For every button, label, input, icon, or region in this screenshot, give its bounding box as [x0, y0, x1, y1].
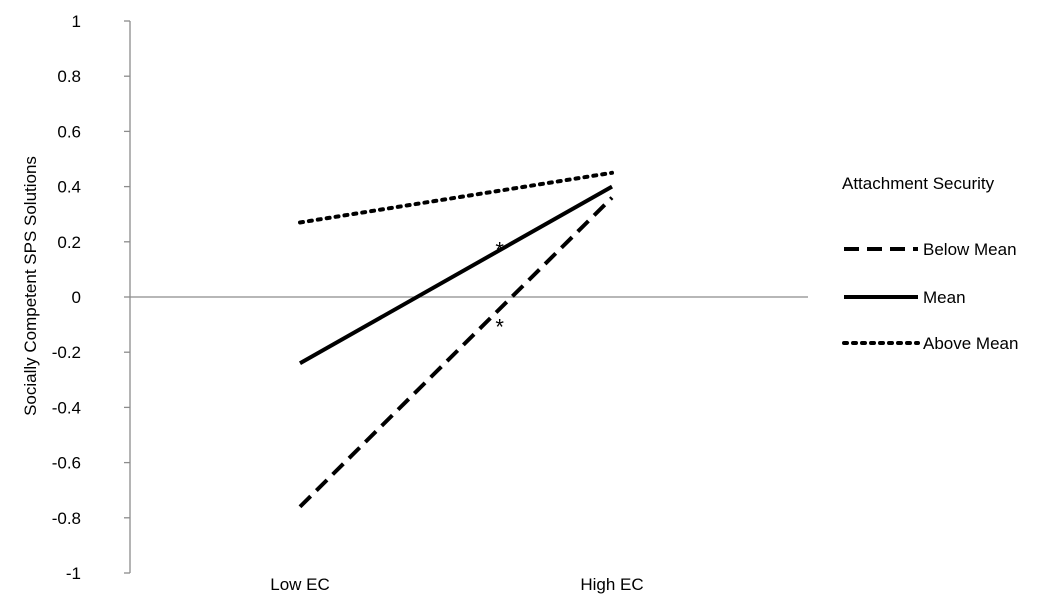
y-tick-label: -0.2 — [52, 343, 81, 362]
annotations: ** — [495, 237, 504, 339]
axes: 1 0.8 0.6 0.4 0.2 0 -0.2 -0.4 -0.6 -0.8 -1 Low EC Hi… — [52, 12, 808, 594]
y-tick-label: 0.8 — [57, 67, 81, 86]
legend-label-mean: Mean — [923, 288, 966, 307]
series-line-above-mean — [298, 170, 614, 225]
y-axis-title: Socially Competent SPS Solutions — [21, 156, 40, 416]
y-tick-label: -0.8 — [52, 509, 81, 528]
legend-label-below-mean: Below Mean — [923, 240, 1017, 259]
legend-label-above-mean: Above Mean — [923, 334, 1018, 353]
legend: Attachment Security Below Mean Mean Above … — [842, 174, 1018, 353]
x-tick-label: Low EC — [270, 575, 330, 594]
y-tick-label: 0 — [72, 288, 81, 307]
series-lines — [298, 170, 614, 509]
y-tick-label: -0.6 — [52, 454, 81, 473]
significance-asterisk: * — [495, 315, 504, 340]
series-line-below-mean — [298, 196, 614, 509]
legend-title: Attachment Security — [842, 174, 995, 193]
x-tick-label: High EC — [580, 575, 643, 594]
y-tick-label: -0.4 — [52, 398, 81, 417]
y-tick-label: 0.2 — [57, 233, 81, 252]
y-tick-label: 0.6 — [57, 122, 81, 141]
y-tick-label: 1 — [72, 12, 81, 31]
y-tick-label: -1 — [66, 564, 81, 583]
series-line-mean — [299, 184, 613, 365]
significance-asterisk: * — [495, 237, 504, 262]
y-tick-label: 0.4 — [57, 178, 81, 197]
